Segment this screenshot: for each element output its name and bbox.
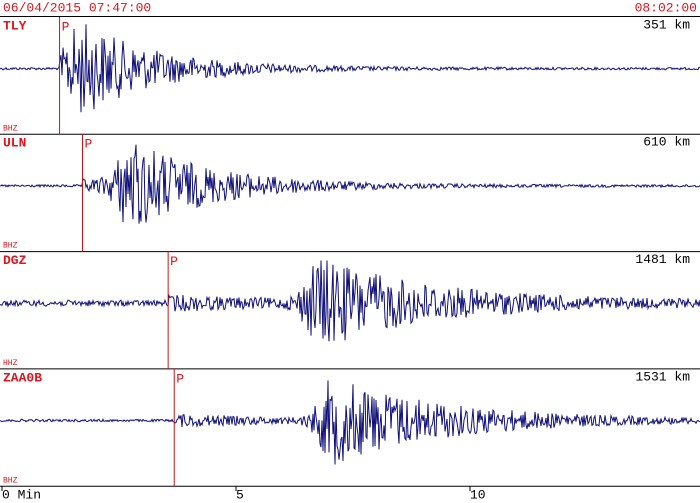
end-time: 08:02:00 (635, 0, 697, 15)
channel-label: BHZ (3, 124, 18, 133)
start-time: 06/04/2015 07:47:00 (3, 0, 151, 15)
station-label: ULN (3, 136, 26, 151)
station-label: TLY (3, 18, 27, 33)
phase-label: P (84, 137, 92, 152)
waveform (0, 260, 700, 342)
station-label: DGZ (3, 253, 27, 268)
phase-label: P (170, 254, 178, 269)
x-tick-label: 10 (470, 487, 486, 502)
phase-label: P (62, 19, 70, 34)
distance-label: 351 km (643, 17, 690, 32)
station-label: ZAA0B (3, 370, 42, 385)
distance-label: 1481 km (635, 252, 690, 267)
waveform (0, 144, 700, 224)
x-tick-label: 5 (236, 487, 244, 502)
waveform (0, 24, 700, 113)
channel-label: HHZ (3, 359, 18, 368)
waveform (0, 380, 700, 465)
phase-label: P (176, 371, 184, 386)
distance-label: 610 km (643, 135, 690, 150)
distance-label: 1531 km (635, 369, 690, 384)
channel-label: BHZ (3, 242, 18, 251)
channel-label: BHZ (3, 476, 18, 485)
x-tick-label: 0 Min (2, 487, 41, 502)
